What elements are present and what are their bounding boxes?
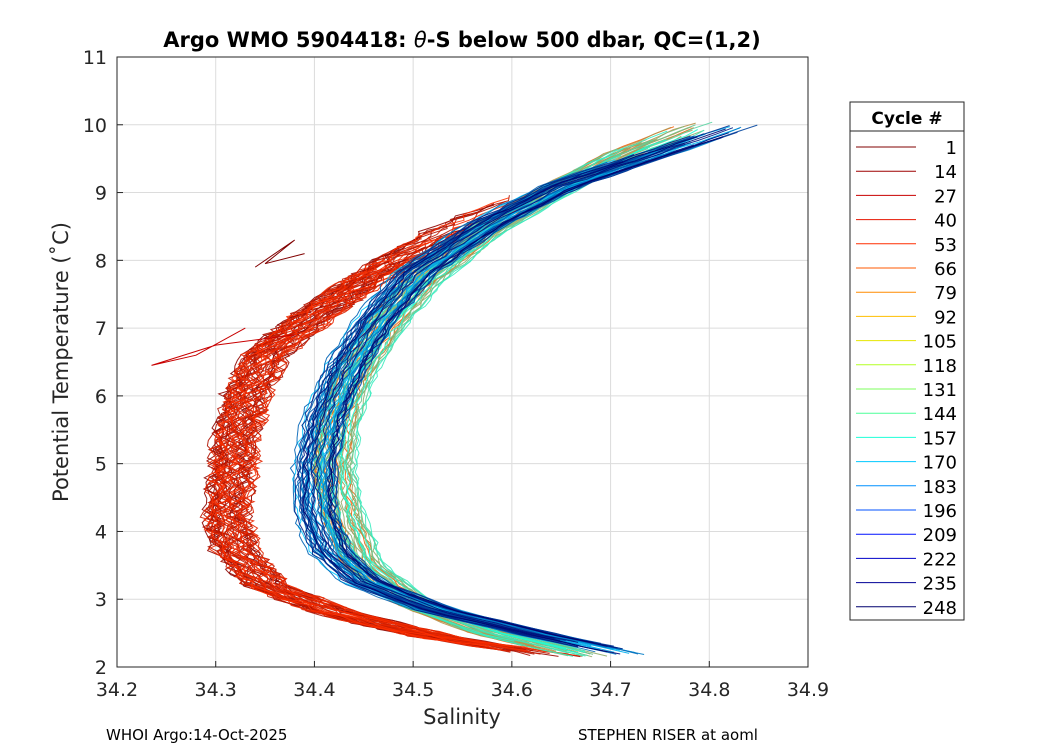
series-line bbox=[316, 144, 686, 642]
legend-label: 40 bbox=[934, 211, 957, 232]
series-line bbox=[292, 159, 616, 643]
legend-label: 118 bbox=[923, 356, 957, 377]
series-line bbox=[314, 127, 734, 643]
series-line bbox=[327, 136, 724, 644]
series-line bbox=[228, 222, 515, 648]
series-line bbox=[346, 135, 682, 654]
x-tick-label: 34.6 bbox=[491, 679, 533, 701]
legend-label: 27 bbox=[934, 186, 957, 207]
legend-label: 170 bbox=[923, 453, 957, 474]
series-layer bbox=[151, 121, 758, 658]
series-line bbox=[327, 132, 729, 647]
legend-label: 105 bbox=[923, 332, 957, 353]
chart-title-prefix: Argo WMO 5904418: bbox=[163, 28, 414, 52]
x-tick-label: 34.9 bbox=[787, 679, 829, 701]
footer-right-text: STEPHEN RISER at aoml bbox=[578, 726, 758, 744]
series-line bbox=[310, 128, 726, 639]
y-tick-label: 5 bbox=[95, 454, 107, 476]
series-line bbox=[326, 144, 694, 649]
series-line bbox=[224, 263, 528, 652]
y-tick-label: 9 bbox=[95, 183, 107, 205]
series-line bbox=[237, 229, 481, 642]
legend-label: 79 bbox=[934, 283, 957, 304]
legend-label: 1 bbox=[946, 138, 957, 159]
legend-label: 209 bbox=[923, 525, 957, 546]
y-tick-label: 4 bbox=[95, 521, 107, 543]
legend-label: 92 bbox=[934, 307, 957, 328]
x-tick-label: 34.7 bbox=[589, 679, 631, 701]
footer-left-text: WHOI Argo:14-Oct-2025 bbox=[106, 726, 288, 744]
x-tick-label: 34.5 bbox=[392, 679, 434, 701]
series-line bbox=[302, 136, 698, 655]
y-axis-ticks: 2 3 4 5 6 7 8 9 10 11 bbox=[83, 47, 123, 679]
legend-label: 66 bbox=[934, 259, 957, 280]
series-line bbox=[301, 161, 624, 653]
x-axis-ticks: 34.2 34.3 34.4 34.5 34.6 34.7 34.8 34.9 bbox=[96, 661, 829, 701]
series-line bbox=[289, 161, 608, 653]
x-tick-label: 34.2 bbox=[96, 679, 138, 701]
series-line bbox=[222, 202, 530, 653]
low-salinity-spike-line bbox=[151, 327, 295, 366]
legend-label: 183 bbox=[923, 477, 957, 498]
y-tick-label: 6 bbox=[95, 386, 107, 408]
x-axis-label: Salinity bbox=[423, 705, 501, 729]
series-line bbox=[235, 234, 546, 653]
y-tick-label: 2 bbox=[95, 657, 107, 679]
legend-label: 157 bbox=[923, 428, 957, 449]
series-line bbox=[332, 137, 722, 644]
chart-title: Argo WMO 5904418: θ-S below 500 dbar, QC… bbox=[163, 28, 760, 52]
series-line bbox=[211, 259, 490, 647]
axes-box bbox=[116, 56, 809, 668]
y-tick-label: 3 bbox=[95, 589, 107, 611]
y-tick-label: 11 bbox=[83, 47, 107, 69]
legend-label: 222 bbox=[923, 549, 957, 570]
legend-label: 131 bbox=[923, 380, 957, 401]
legend-label: 248 bbox=[923, 598, 957, 619]
series-line bbox=[214, 236, 449, 642]
legend-label: 196 bbox=[923, 501, 957, 522]
series-line bbox=[330, 159, 658, 650]
legend-title: Cycle # bbox=[871, 109, 942, 129]
y-tick-label: 8 bbox=[95, 250, 107, 272]
chart-title-suffix: -S below 500 dbar, QC=(1,2) bbox=[427, 28, 761, 52]
series-line bbox=[303, 133, 704, 639]
legend-box bbox=[849, 101, 965, 621]
plot-area bbox=[117, 57, 808, 667]
chart-title-theta: θ bbox=[414, 28, 427, 52]
y-tick-label: 7 bbox=[95, 318, 107, 340]
legend-entries: 1 14 27 40 53 66 79 92 105 118 131 144 157 170 183 196 2… bbox=[856, 138, 957, 619]
series-line bbox=[237, 221, 581, 657]
x-tick-label: 34.3 bbox=[195, 679, 237, 701]
x-tick-label: 34.8 bbox=[688, 679, 730, 701]
legend-label: 235 bbox=[923, 574, 957, 595]
series-line bbox=[296, 135, 691, 648]
legend: Cycle # 1 14 27 40 53 66 79 92 105 118 131 144 157 17… bbox=[849, 101, 965, 621]
legend-label: 53 bbox=[934, 235, 957, 256]
series-line bbox=[354, 139, 681, 652]
upper-scribble-line bbox=[254, 239, 305, 268]
series-line bbox=[345, 159, 632, 655]
y-axis-label: Potential Temperature (˚C) bbox=[49, 222, 73, 502]
legend-label: 144 bbox=[923, 404, 957, 425]
x-tick-label: 34.4 bbox=[293, 679, 335, 701]
series-line bbox=[240, 244, 583, 657]
series-line bbox=[203, 197, 510, 651]
legend-label: 14 bbox=[934, 162, 957, 183]
y-tick-label: 10 bbox=[83, 115, 107, 137]
